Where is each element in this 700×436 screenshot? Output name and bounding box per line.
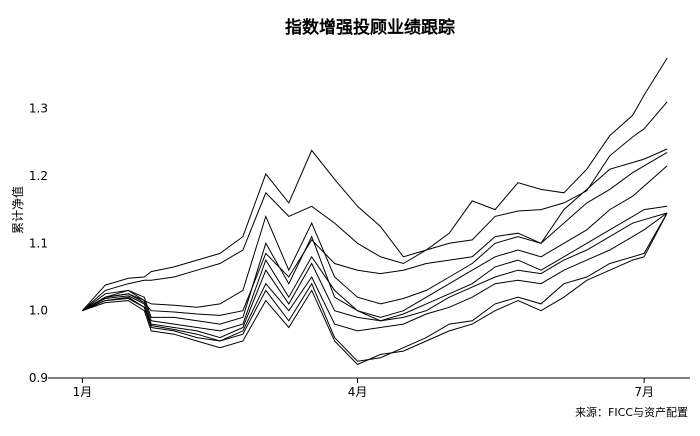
series-line-6 bbox=[82, 205, 668, 332]
series-line-4 bbox=[82, 151, 668, 316]
y-tick-label: 1.1 bbox=[29, 236, 48, 250]
series-line-1 bbox=[82, 57, 668, 312]
series-line-9 bbox=[82, 212, 668, 362]
y-tick-label: 0.9 bbox=[29, 371, 48, 385]
series-line-7 bbox=[82, 212, 668, 339]
y-axis-label: 累计净值 bbox=[10, 186, 25, 234]
source-note: 来源：FICC与资产配置 bbox=[575, 405, 688, 419]
x-tick-label: 1月 bbox=[73, 385, 93, 399]
x-tick-label: 7月 bbox=[634, 385, 654, 399]
series-line-10 bbox=[82, 212, 668, 366]
series-line-8 bbox=[82, 212, 668, 342]
x-tick-label: 4月 bbox=[348, 385, 368, 399]
chart-title: 指数增强投顾业绩跟踪 bbox=[285, 17, 455, 38]
series-line-3 bbox=[82, 148, 668, 312]
series-line-2 bbox=[82, 101, 668, 312]
y-tick-label: 1.3 bbox=[29, 102, 48, 116]
series-line-5 bbox=[82, 165, 668, 325]
y-tick-label: 1.2 bbox=[29, 169, 48, 183]
y-tick-label: 1.0 bbox=[29, 304, 48, 318]
plot-area: 0.9 1.0 1.1 1.2 1.3 1月 4月 7月 bbox=[29, 57, 668, 399]
